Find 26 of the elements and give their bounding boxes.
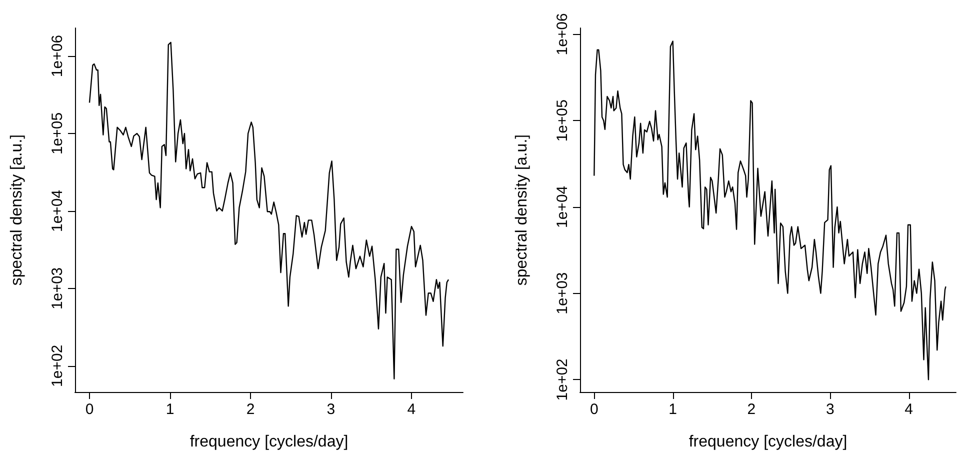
x-tick-label: 0 — [85, 401, 94, 418]
line-series — [594, 40, 946, 380]
line-series — [88, 42, 450, 380]
x-axis-title: frequency [cycles/day] — [190, 434, 348, 450]
y-tick-label: 1e+03 — [554, 272, 571, 314]
y-tick-label: 1e+02 — [554, 358, 571, 401]
x-tick-label: 2 — [747, 401, 756, 418]
x-tick-label: 1 — [166, 401, 174, 418]
y-tick-label: 1e+06 — [554, 13, 571, 56]
y-tick-label: 1e+06 — [49, 34, 66, 78]
y-tick-label: 1e+02 — [49, 344, 66, 387]
y-tick-label: 1e+04 — [49, 190, 66, 232]
y-tick-label: 1e+05 — [49, 112, 66, 155]
y-axis-title: spectral density [a.u.] — [514, 134, 530, 286]
y-axis-title: spectral density [a.u.] — [8, 134, 26, 286]
x-tick-label: 4 — [904, 401, 913, 418]
x-tick-label: 0 — [590, 401, 598, 418]
x-tick-label: 3 — [826, 401, 834, 418]
x-tick-label: 1 — [668, 401, 677, 418]
x-tick-label: 4 — [407, 401, 416, 418]
x-tick-label: 2 — [246, 401, 255, 418]
x-axis-title: frequency [cycles/day] — [688, 434, 848, 450]
y-tick-label: 1e+03 — [49, 267, 66, 310]
x-tick-label: 3 — [326, 401, 336, 418]
y-tick-label: 1e+04 — [554, 186, 571, 228]
y-tick-label: 1e+05 — [554, 100, 571, 142]
